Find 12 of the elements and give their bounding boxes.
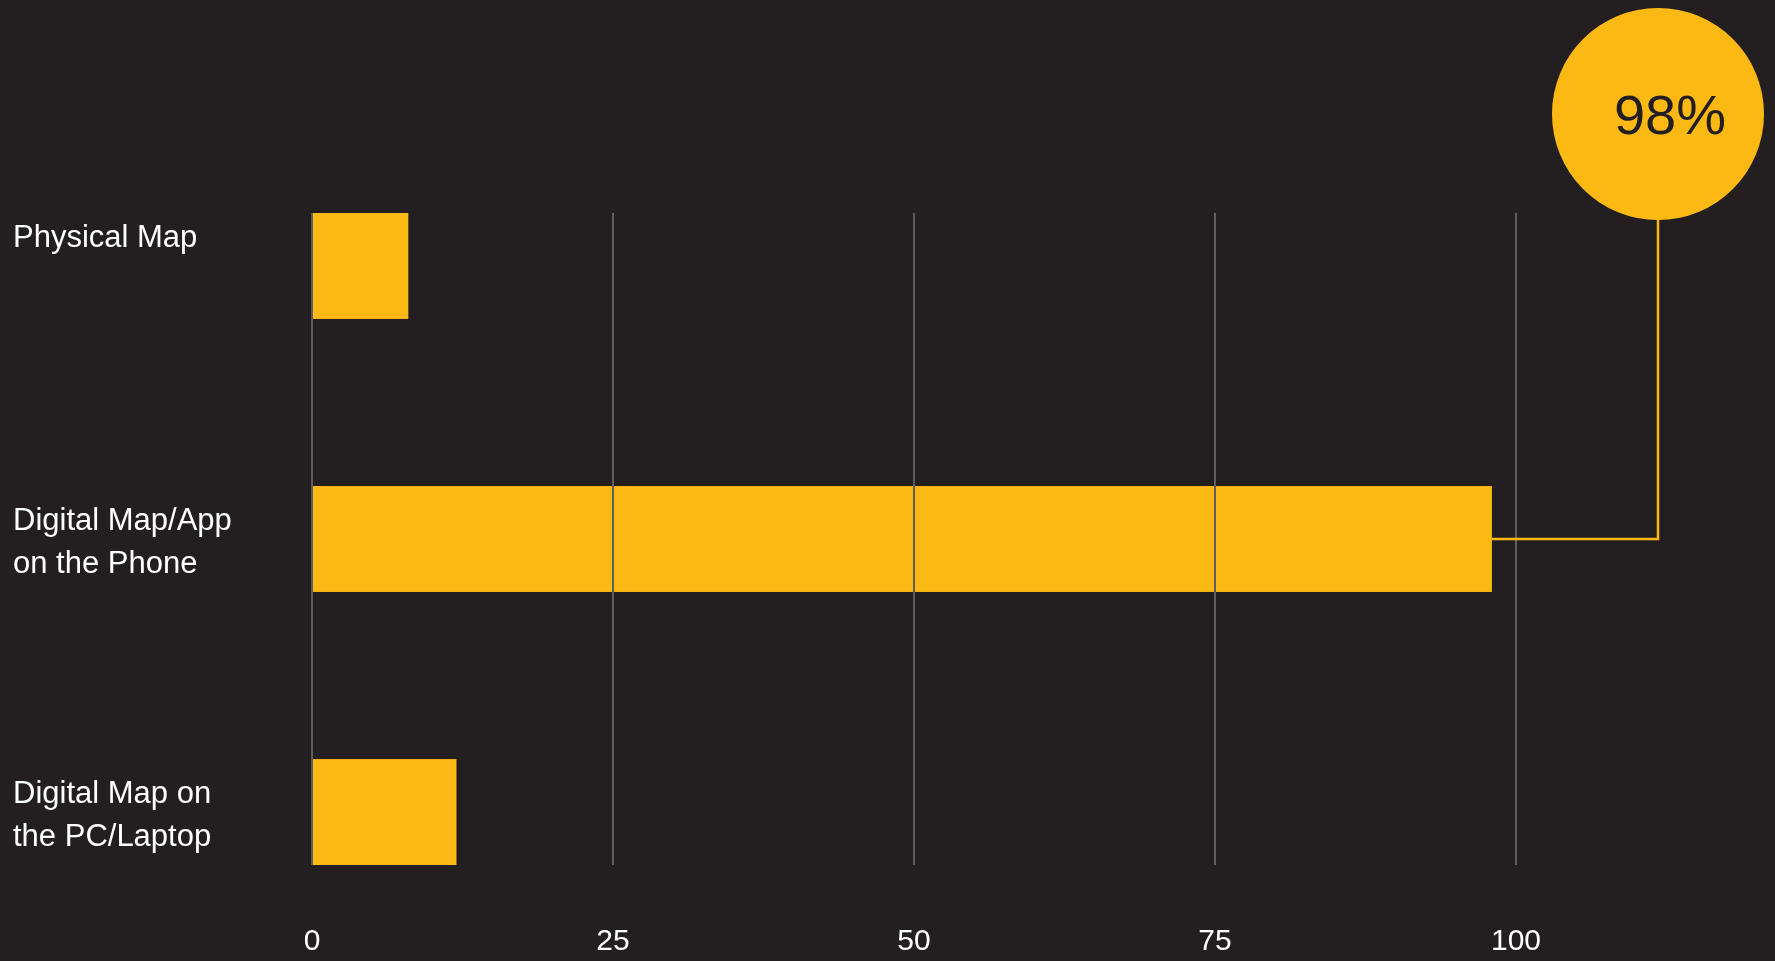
y-tick-label: Digital Map on the PC/Laptop — [13, 775, 212, 854]
y-tick-label: Digital Map/App on the Phone — [13, 502, 232, 581]
y-tick-label: Physical Map — [13, 219, 198, 254]
bar — [312, 486, 1492, 592]
x-tick-label: 100 — [1490, 923, 1542, 956]
bar — [312, 759, 457, 865]
text: 98% — [1613, 82, 1727, 146]
x-tick-label: 75 — [1198, 923, 1232, 956]
x-tick-label: 25 — [596, 923, 630, 956]
x-tick-label: 50 — [897, 923, 931, 956]
x-tick-label: 0 — [303, 923, 321, 956]
bar — [312, 213, 409, 319]
